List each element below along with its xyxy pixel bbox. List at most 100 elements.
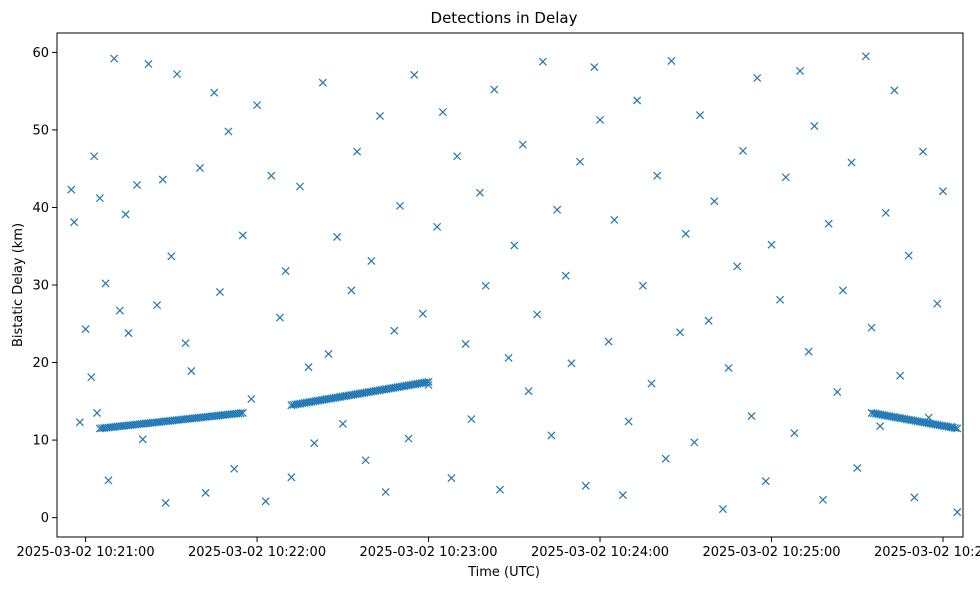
data-point <box>67 185 76 194</box>
data-point <box>101 279 110 288</box>
data-point <box>510 241 519 250</box>
data-point <box>495 485 505 494</box>
data-point <box>518 140 527 149</box>
data-point <box>333 232 342 241</box>
data-point <box>438 108 447 117</box>
data-point <box>567 359 576 368</box>
x-axis-label: Time (UTC) <box>467 565 540 580</box>
data-point <box>453 152 462 161</box>
data-point <box>547 431 556 440</box>
data-point <box>310 439 319 448</box>
data-point <box>210 88 219 97</box>
y-tick-label: 40 <box>32 201 49 216</box>
track-point <box>953 424 962 433</box>
data-point <box>324 349 333 359</box>
data-point <box>104 476 113 485</box>
data-point <box>144 59 153 69</box>
scatter-markers <box>67 52 962 517</box>
data-point <box>404 434 413 443</box>
data-point <box>367 256 376 265</box>
x-tick-label: 2025-03-02 10:25:00 <box>702 545 840 560</box>
data-point <box>138 435 147 444</box>
data-point <box>604 337 613 346</box>
data-point <box>853 463 862 473</box>
data-point <box>818 495 827 504</box>
data-point <box>87 373 96 382</box>
data-point <box>533 310 542 319</box>
data-point <box>275 313 284 322</box>
data-point <box>833 387 842 397</box>
y-axis: 0 10 20 30 40 50 60 <box>32 46 57 526</box>
data-point <box>718 505 727 514</box>
data-point <box>261 497 270 506</box>
data-point <box>238 231 247 240</box>
data-point <box>121 210 130 219</box>
data-point <box>647 379 656 388</box>
data-point <box>390 326 399 335</box>
data-point <box>395 201 404 210</box>
data-point <box>610 215 619 224</box>
data-point <box>375 111 384 120</box>
data-point <box>881 208 890 217</box>
track-point <box>236 409 245 418</box>
y-tick-label: 50 <box>32 123 49 138</box>
data-point <box>810 122 819 131</box>
data-point <box>890 86 899 95</box>
data-point <box>475 188 485 197</box>
y-tick-label: 30 <box>32 279 49 294</box>
data-point <box>575 157 585 166</box>
data-point <box>690 438 699 447</box>
data-point <box>633 96 642 105</box>
data-point <box>92 408 102 417</box>
data-point <box>267 171 276 180</box>
data-point <box>710 197 719 206</box>
data-point <box>253 101 262 110</box>
data-point <box>461 339 470 348</box>
data-point <box>933 299 942 308</box>
data-point <box>347 286 356 295</box>
data-point <box>467 415 476 424</box>
track-point <box>238 408 247 417</box>
y-tick-label: 60 <box>32 46 49 61</box>
data-point <box>158 175 167 184</box>
data-point <box>524 387 533 396</box>
data-point <box>173 70 182 79</box>
data-point <box>938 187 948 196</box>
data-point <box>187 367 196 376</box>
data-point <box>590 63 599 72</box>
data-point <box>304 363 313 372</box>
y-tick-label: 20 <box>32 356 49 371</box>
data-point <box>676 328 685 337</box>
data-point <box>504 353 513 362</box>
data-point <box>338 419 347 428</box>
data-point <box>667 56 676 65</box>
data-point <box>761 477 770 486</box>
data-point <box>581 481 590 490</box>
data-point <box>81 325 90 334</box>
data-point <box>215 287 224 297</box>
data-point <box>696 111 705 120</box>
data-point <box>861 52 870 61</box>
data-point <box>824 219 833 228</box>
data-point <box>904 251 913 260</box>
y-tick-label: 0 <box>41 511 49 526</box>
data-point <box>490 85 499 94</box>
x-tick-label: 2025-03-02 10:22:00 <box>188 545 326 560</box>
data-point <box>133 180 142 189</box>
data-point <box>918 147 928 156</box>
data-point <box>767 240 776 249</box>
chart-title: Detections in Delay <box>431 9 578 27</box>
data-point <box>910 493 919 502</box>
data-point <box>738 146 747 155</box>
data-point <box>776 295 785 304</box>
data-point <box>281 267 290 276</box>
data-point <box>115 306 124 315</box>
data-point <box>361 456 370 465</box>
data-point <box>287 473 296 482</box>
data-point <box>838 286 847 295</box>
x-tick-label: 2025-03-02 10:21:00 <box>17 545 155 560</box>
data-point <box>538 57 547 66</box>
data-point <box>95 194 104 203</box>
data-point <box>230 464 239 473</box>
